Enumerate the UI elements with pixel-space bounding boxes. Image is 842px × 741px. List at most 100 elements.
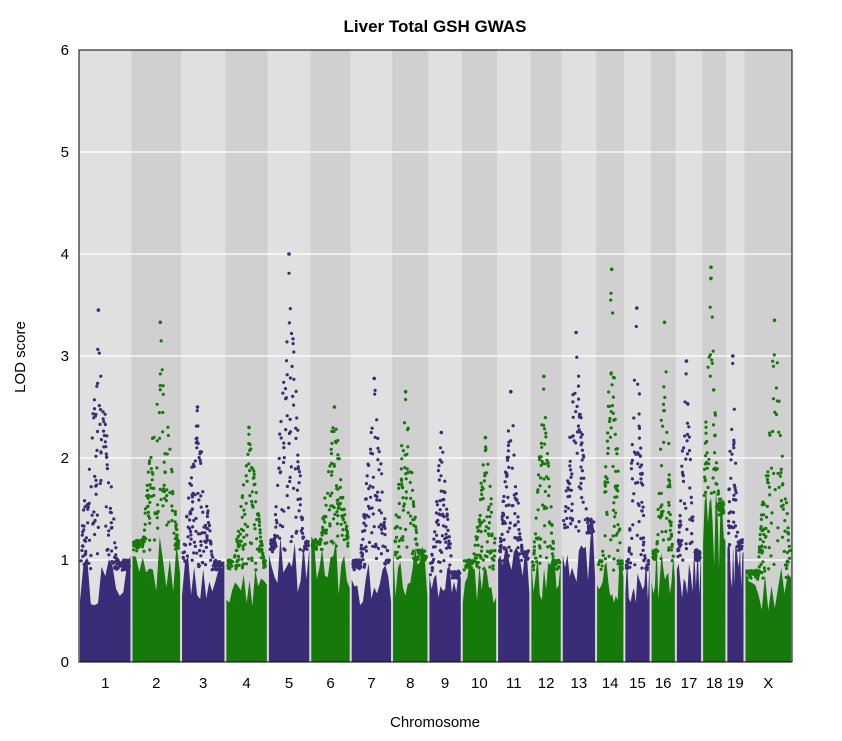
snp-point <box>401 535 405 539</box>
snp-point <box>400 444 404 448</box>
snp-point <box>716 489 721 493</box>
snp-point <box>711 476 715 480</box>
snp-point <box>703 462 708 466</box>
snp-point <box>605 439 610 443</box>
snp-point <box>609 298 613 302</box>
snp-point <box>611 311 615 315</box>
snp-point <box>718 500 722 505</box>
snp-point <box>236 544 240 548</box>
snp-point <box>543 540 547 544</box>
snp-point <box>136 546 140 550</box>
snp-point <box>489 497 493 501</box>
snp-point <box>678 545 682 549</box>
snp-point <box>278 471 282 475</box>
snp-point <box>149 486 153 490</box>
snp-point <box>784 501 789 505</box>
snp-point <box>582 455 586 459</box>
snp-point <box>618 541 622 545</box>
snp-point <box>661 509 665 513</box>
snp-point <box>465 559 469 563</box>
snp-point <box>507 545 511 549</box>
snp-point <box>500 517 504 522</box>
snp-point <box>431 566 435 570</box>
snp-point <box>634 324 638 329</box>
snp-point <box>577 520 581 524</box>
snp-point <box>445 507 449 511</box>
snp-point <box>278 432 282 436</box>
snp-point <box>220 564 224 568</box>
snp-point <box>758 537 762 542</box>
snp-point <box>368 507 372 511</box>
snp-point <box>275 521 279 525</box>
snp-point <box>581 500 585 504</box>
snp-point <box>546 477 551 481</box>
snp-point <box>435 500 439 504</box>
snp-point <box>772 353 776 357</box>
snp-point <box>778 474 783 478</box>
snp-point <box>444 540 448 544</box>
snp-point <box>148 548 152 552</box>
snp-point <box>680 449 685 453</box>
snp-point <box>411 518 415 522</box>
snp-point <box>659 418 663 422</box>
snp-point <box>382 520 386 525</box>
snp-point <box>288 376 292 380</box>
snp-point <box>288 430 293 434</box>
snp-point <box>102 445 106 449</box>
snp-point <box>713 451 717 455</box>
snp-point <box>757 545 762 549</box>
snp-point <box>704 420 708 424</box>
snp-point <box>685 421 690 425</box>
snp-point <box>332 517 336 521</box>
snp-point <box>320 531 324 535</box>
snp-point <box>334 484 339 488</box>
snp-point <box>446 517 450 522</box>
snp-point <box>408 470 412 474</box>
snp-point <box>606 480 610 484</box>
snp-point <box>546 464 551 468</box>
snp-point <box>250 499 254 504</box>
snp-point <box>404 397 408 402</box>
snp-point <box>568 494 572 498</box>
snp-point <box>92 407 97 411</box>
snp-point <box>203 531 207 535</box>
snp-point <box>121 566 125 570</box>
snp-point <box>122 558 126 562</box>
snp-point <box>206 511 210 515</box>
snp-point <box>764 534 768 538</box>
snp-point <box>297 481 301 485</box>
snp-point <box>702 493 706 497</box>
snp-point <box>379 511 383 515</box>
snp-point <box>680 538 684 543</box>
snp-point <box>109 526 113 530</box>
snp-point <box>331 426 335 430</box>
snp-point <box>563 509 568 513</box>
snp-point <box>182 550 187 554</box>
snp-point <box>677 530 681 534</box>
snp-point <box>641 543 646 547</box>
snp-point <box>513 511 517 516</box>
snp-point <box>603 557 608 561</box>
snp-point <box>570 472 574 476</box>
snp-point <box>577 397 581 401</box>
chromosome-points-10 <box>462 435 497 662</box>
snp-point <box>248 469 252 473</box>
dense-points-12 <box>531 556 561 662</box>
peak-point <box>332 405 337 409</box>
snp-point <box>115 558 119 562</box>
snp-point <box>82 508 86 512</box>
snp-point <box>506 530 510 534</box>
snp-point <box>574 410 578 414</box>
snp-point <box>394 535 399 540</box>
peak-point <box>195 405 200 409</box>
snp-point <box>383 517 387 521</box>
snp-point <box>251 467 255 471</box>
snp-point <box>667 548 671 552</box>
snp-point <box>197 456 201 460</box>
snp-point <box>89 553 93 558</box>
snp-point <box>208 539 212 543</box>
snp-point <box>112 517 116 521</box>
snp-point <box>168 491 172 495</box>
snp-point <box>203 563 208 567</box>
snp-point <box>615 452 619 456</box>
